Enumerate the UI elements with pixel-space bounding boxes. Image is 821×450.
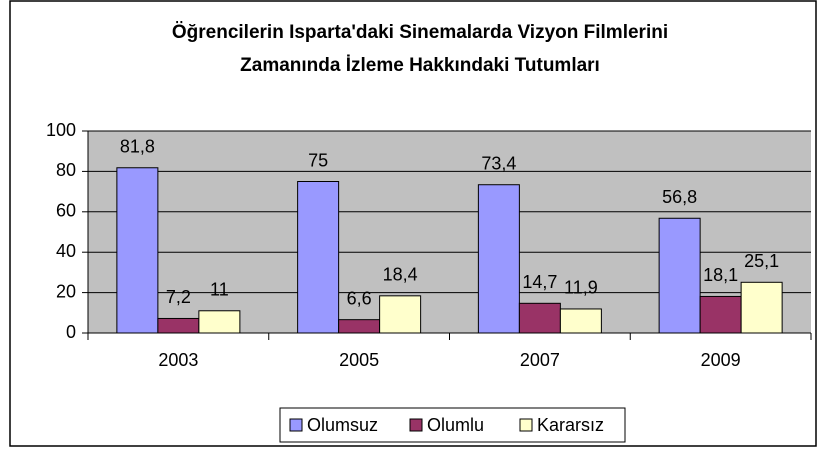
data-label: 14,7 [522, 272, 557, 292]
chart-title: Zamanında İzleme Hakkındaki Tutumları [240, 55, 600, 76]
data-label: 18,4 [383, 265, 418, 285]
data-label: 75 [308, 150, 328, 170]
chart-title: Öğrencilerin Isparta'daki Sinemalarda Vi… [172, 22, 668, 43]
x-tick-label: 2009 [701, 350, 741, 370]
data-label: 11,9 [564, 278, 598, 298]
y-tick-label: 20 [56, 281, 76, 301]
legend-box [279, 407, 626, 443]
bar [338, 319, 381, 334]
data-label: 7,2 [166, 287, 191, 307]
bar [740, 281, 783, 334]
legend-swatch [409, 418, 423, 432]
bar [477, 184, 520, 334]
data-label: 81,8 [120, 137, 155, 157]
y-tick-label: 0 [66, 322, 76, 342]
legend-label: Olumlu [427, 415, 484, 435]
y-tick-label: 100 [46, 120, 76, 140]
x-tick-label: 2007 [520, 350, 560, 370]
bar [297, 181, 340, 334]
y-tick-label: 60 [56, 201, 76, 221]
data-label: 25,1 [744, 251, 779, 271]
legend-swatch [519, 418, 533, 432]
legend-label: Kararsız [537, 415, 604, 435]
bar [157, 317, 200, 334]
bar [699, 295, 742, 334]
legend-swatch [289, 418, 303, 432]
bar [198, 310, 241, 334]
bar [379, 295, 422, 334]
x-tick-label: 2003 [158, 350, 198, 370]
data-label: 56,8 [662, 187, 697, 207]
y-tick-label: 80 [56, 160, 76, 180]
bar [559, 308, 602, 334]
bar [116, 167, 159, 334]
bar [658, 217, 701, 334]
x-tick-label: 2005 [339, 350, 379, 370]
y-tick-label: 40 [56, 241, 76, 261]
data-label: 18,1 [703, 265, 738, 285]
legend-label: Olumsuz [307, 415, 378, 435]
bar [518, 302, 561, 334]
data-label: 6,6 [347, 288, 372, 308]
data-label: 11 [210, 280, 229, 300]
data-label: 73,4 [481, 153, 516, 173]
